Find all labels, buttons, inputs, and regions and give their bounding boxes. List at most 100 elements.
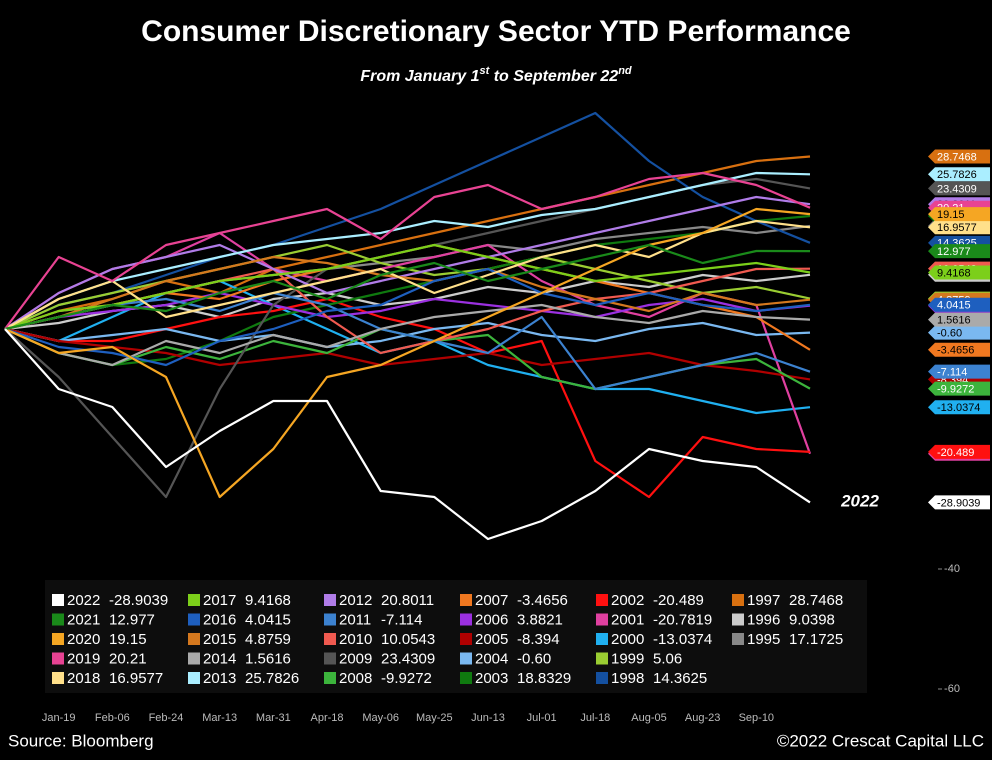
legend-swatch xyxy=(324,652,336,665)
end-tag-label: 4.0415 xyxy=(937,300,971,312)
end-tag-label: -13.0374 xyxy=(937,402,980,414)
legend-swatch xyxy=(324,594,336,606)
x-tick-label: Sep-10 xyxy=(739,712,774,724)
legend-value: 3.8821 xyxy=(517,611,563,628)
end-tag-label: 23.4309 xyxy=(937,183,977,195)
x-tick-label: Aug-23 xyxy=(685,712,720,724)
legend-swatch xyxy=(188,594,200,606)
series-line xyxy=(4,171,811,330)
legend-swatch xyxy=(460,672,472,684)
legend-swatch xyxy=(732,633,744,645)
end-tag-label: 28.7468 xyxy=(937,151,977,163)
legend-value: -9.9272 xyxy=(381,670,432,687)
legend-swatch xyxy=(460,652,472,665)
source: Source: Bloomberg xyxy=(8,731,154,750)
legend-label: 2010 xyxy=(339,631,372,648)
subtitle-part: From January 1 xyxy=(360,68,479,85)
end-tag-label: -20.489 xyxy=(937,447,974,459)
end-tag-label: 25.7826 xyxy=(937,169,977,181)
legend-swatch xyxy=(52,613,64,626)
x-tick-label: Apr-18 xyxy=(310,712,343,724)
legend-label: 2019 xyxy=(67,650,100,667)
end-tag xyxy=(928,297,990,312)
legend-label: 1996 xyxy=(747,611,780,628)
end-tag xyxy=(928,325,990,340)
end-tag xyxy=(928,364,990,379)
legend-swatch xyxy=(188,613,200,626)
end-tag xyxy=(928,244,990,259)
legend-box xyxy=(45,580,867,693)
legend-value: 16.9577 xyxy=(109,670,163,687)
end-tag-label: -28.9039 xyxy=(937,497,980,509)
legend-value: -13.0374 xyxy=(653,631,712,648)
end-tag xyxy=(928,167,990,182)
series-line xyxy=(4,111,811,331)
legend-label: 2013 xyxy=(203,670,236,687)
legend-label: 2012 xyxy=(339,592,372,609)
legend-swatch xyxy=(324,633,336,645)
end-tag xyxy=(928,265,990,280)
legend-swatch xyxy=(188,633,200,645)
chart-title: Consumer Discretionary Sector YTD Perfor… xyxy=(141,15,851,48)
legend-swatch xyxy=(596,652,608,665)
legend-value: -28.9039 xyxy=(109,592,168,609)
legend-value: 4.8759 xyxy=(245,631,291,648)
legend-value: -7.114 xyxy=(381,611,422,628)
x-tick-label: May-25 xyxy=(416,712,453,724)
series-line xyxy=(4,267,811,367)
x-tick-label: Aug-05 xyxy=(631,712,666,724)
legend-label: 2016 xyxy=(203,611,236,628)
end-tag-label: 1.5616 xyxy=(937,315,971,327)
legend-value: 14.3625 xyxy=(653,670,707,687)
legend-value: -20.489 xyxy=(653,592,704,609)
series-line xyxy=(4,243,811,331)
legend-swatch xyxy=(52,652,64,665)
legend-swatch xyxy=(52,633,64,645)
legend-swatch xyxy=(460,613,472,626)
legend-value: -0.60 xyxy=(517,650,551,667)
legend-label: 2017 xyxy=(203,592,236,609)
legend-swatch xyxy=(52,594,64,606)
series-line xyxy=(4,303,811,367)
legend-label: 2004 xyxy=(475,650,508,667)
legend-value: 17.1725 xyxy=(789,631,843,648)
end-tag xyxy=(928,444,990,459)
x-tick-label: May-06 xyxy=(362,712,399,724)
legend-label: 1997 xyxy=(747,592,780,609)
end-tag-label: -3.4656 xyxy=(937,345,974,357)
legend-value: 20.21 xyxy=(109,650,147,667)
legend-label: 2015 xyxy=(203,631,236,648)
x-tick-label: Mar-31 xyxy=(256,712,291,724)
legend-value: 12.977 xyxy=(109,611,155,628)
end-tag-label: -7.114 xyxy=(937,367,967,379)
end-tag-label: -0.60 xyxy=(937,328,962,340)
series-line xyxy=(4,328,811,541)
legend-value: 18.8329 xyxy=(517,670,571,687)
legend-value: 1.5616 xyxy=(245,650,291,667)
legend-swatch xyxy=(188,672,200,684)
legend-swatch xyxy=(52,672,64,684)
legend-swatch xyxy=(324,672,336,684)
legend-label: 2006 xyxy=(475,611,508,628)
end-tag xyxy=(928,207,990,222)
legend-label: 2011 xyxy=(339,611,371,628)
chart-subtitle: From January 1st to September 22nd xyxy=(360,65,632,85)
legend-value: 5.06 xyxy=(653,650,682,667)
legend-label: 2002 xyxy=(611,592,644,609)
x-tick-label: Jan-19 xyxy=(42,712,76,724)
legend-label: 2000 xyxy=(611,631,644,648)
end-tag xyxy=(928,220,990,235)
legend-label: 1999 xyxy=(611,650,644,667)
end-tag-label: 19.15 xyxy=(937,209,965,221)
series-line xyxy=(4,291,811,391)
end-tag-label: 9.4168 xyxy=(937,267,971,279)
end-tag-label: -9.9272 xyxy=(937,383,974,395)
annotation: 2022 xyxy=(840,491,879,510)
subtitle-sup: st xyxy=(479,65,490,77)
x-tick-label: Jul-18 xyxy=(580,712,610,724)
legend-value: -3.4656 xyxy=(517,592,568,609)
series-line xyxy=(4,219,811,330)
legend-label: 2008 xyxy=(339,670,372,687)
legend-value: 4.0415 xyxy=(245,611,291,628)
